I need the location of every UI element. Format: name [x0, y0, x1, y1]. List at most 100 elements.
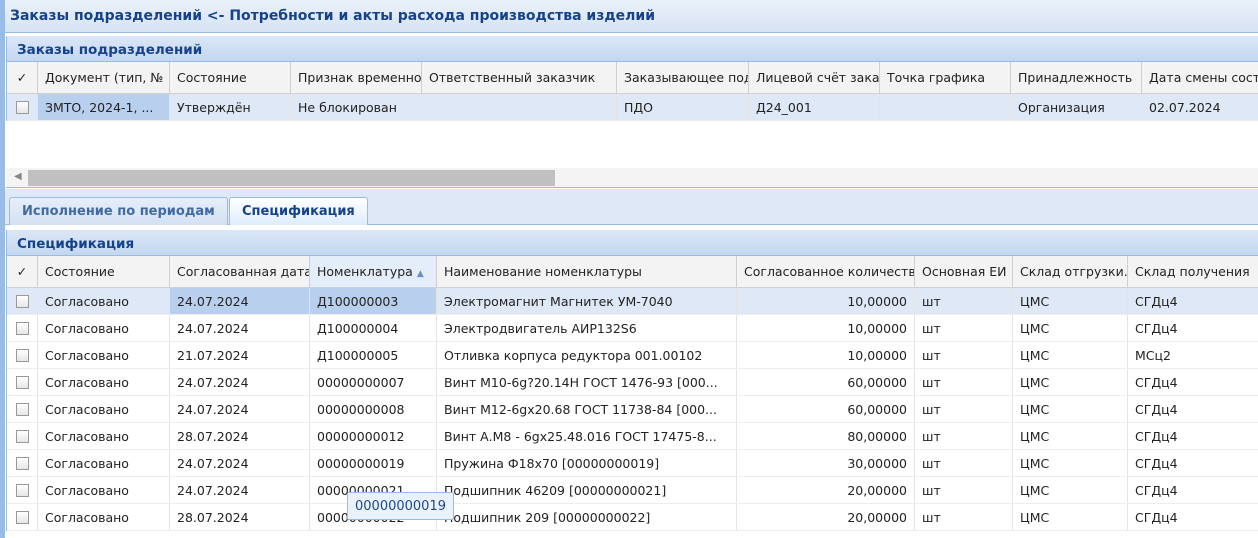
table-cell[interactable]: шт: [915, 288, 1013, 314]
table-cell[interactable]: 20,00000: [737, 477, 915, 503]
column-header[interactable]: Состояние: [38, 256, 170, 287]
column-header[interactable]: Точка графика: [880, 62, 1011, 93]
table-cell[interactable]: шт: [915, 450, 1013, 476]
table-cell[interactable]: СГДц4: [1128, 396, 1258, 422]
table-cell[interactable]: Согласовано: [38, 477, 170, 503]
row-checkbox[interactable]: [7, 504, 38, 530]
column-header[interactable]: Склад отгрузки.: [1013, 256, 1128, 287]
table-cell[interactable]: 20,00000: [737, 504, 915, 530]
column-header[interactable]: Признак временно: [291, 62, 422, 93]
table-cell[interactable]: Согласовано: [38, 315, 170, 341]
table-cell[interactable]: СГДц4: [1128, 477, 1258, 503]
column-header[interactable]: Лицевой счёт зака: [749, 62, 880, 93]
table-cell[interactable]: 24.07.2024: [170, 315, 310, 341]
column-header[interactable]: Дата смены сост: [1142, 62, 1258, 93]
table-cell[interactable]: шт: [915, 477, 1013, 503]
table-cell[interactable]: ЦМС: [1013, 396, 1128, 422]
table-cell[interactable]: ЦМС: [1013, 369, 1128, 395]
table-cell[interactable]: Согласовано: [38, 450, 170, 476]
table-cell[interactable]: 24.07.2024: [170, 450, 310, 476]
column-header[interactable]: Заказывающее под: [617, 62, 749, 93]
table-cell[interactable]: шт: [915, 369, 1013, 395]
table-cell[interactable]: ПДО: [617, 94, 749, 120]
table-row[interactable]: Согласовано 21.07.2024 Д100000005 Отливка к…: [7, 342, 1258, 369]
column-header[interactable]: Согласованная дата: [170, 256, 310, 287]
table-cell[interactable]: 24.07.2024: [170, 396, 310, 422]
table-cell[interactable]: шт: [915, 396, 1013, 422]
column-header[interactable]: Склад получения: [1128, 256, 1258, 287]
table-cell[interactable]: ЦМС: [1013, 288, 1128, 314]
table-row[interactable]: Согласовано28.07.202400000000022Подшипни…: [7, 504, 1258, 531]
row-checkbox[interactable]: [7, 315, 38, 341]
table-cell[interactable]: Согласовано: [38, 504, 170, 530]
table-row[interactable]: Согласовано 28.07.2024 00000000012 Винт А.М…: [7, 423, 1258, 450]
table-cell[interactable]: СГДц4: [1128, 450, 1258, 476]
row-checkbox[interactable]: [7, 396, 38, 422]
column-header[interactable]: Документ (тип, №: [38, 62, 170, 93]
table-cell[interactable]: Согласовано: [38, 288, 170, 314]
table-cell[interactable]: Винт М12-6gх20.68 ГОСТ 11738-84 [000...: [437, 396, 737, 422]
table-cell[interactable]: СГДц4: [1128, 504, 1258, 530]
row-checkbox[interactable]: [7, 342, 38, 368]
table-cell[interactable]: ЦМС: [1013, 477, 1128, 503]
table-cell[interactable]: 10,00000: [737, 288, 915, 314]
table-cell[interactable]: 28.07.2024: [170, 504, 310, 530]
row-checkbox[interactable]: [7, 369, 38, 395]
select-all-checkbox[interactable]: ✓: [7, 256, 38, 287]
table-cell[interactable]: 10,00000: [737, 342, 915, 368]
table-cell[interactable]: 24.07.2024: [170, 477, 310, 503]
table-cell[interactable]: 00000000007: [310, 369, 437, 395]
table-cell[interactable]: Согласовано: [38, 423, 170, 449]
column-header[interactable]: Наименование номенклатуры: [437, 256, 737, 287]
table-cell[interactable]: Электромагнит Магнитек УМ-7040: [437, 288, 737, 314]
table-cell[interactable]: 21.07.2024: [170, 342, 310, 368]
table-cell[interactable]: Согласовано: [38, 369, 170, 395]
row-checkbox[interactable]: [7, 288, 38, 314]
row-checkbox[interactable]: [7, 94, 38, 120]
table-cell[interactable]: СГДц4: [1128, 315, 1258, 341]
table-cell[interactable]: шт: [915, 315, 1013, 341]
table-cell[interactable]: Согласовано: [38, 396, 170, 422]
table-cell[interactable]: СГДц4: [1128, 423, 1258, 449]
column-header[interactable]: Состояние: [170, 62, 291, 93]
table-cell[interactable]: СГДц4: [1128, 369, 1258, 395]
table-cell[interactable]: шт: [915, 423, 1013, 449]
table-cell[interactable]: 24.07.2024: [170, 369, 310, 395]
table-row[interactable]: Согласовано 24.07.2024 00000000007 Винт М10…: [7, 369, 1258, 396]
table-cell[interactable]: Д24_001: [749, 94, 880, 120]
table-cell[interactable]: 60,00000: [737, 369, 915, 395]
select-all-checkbox[interactable]: ✓: [7, 62, 38, 93]
table-cell[interactable]: Утверждён: [170, 94, 291, 120]
column-header[interactable]: Номенклатура ▲: [310, 256, 437, 287]
table-cell[interactable]: ЦМС: [1013, 423, 1128, 449]
tab-specification[interactable]: Спецификация: [229, 197, 368, 225]
column-header[interactable]: Согласованное количеств: [737, 256, 915, 287]
table-cell[interactable]: [422, 94, 617, 120]
table-cell[interactable]: Винт М10-6g?20.14Н ГОСТ 1476-93 [000...: [437, 369, 737, 395]
table-cell[interactable]: 80,00000: [737, 423, 915, 449]
table-row[interactable]: Согласовано 24.07.2024 00000000008 Винт М12…: [7, 396, 1258, 423]
table-row[interactable]: ЗМТО, 2024-1, ... Утверждён Не блокирован П…: [7, 94, 1258, 121]
table-cell[interactable]: ЗМТО, 2024-1, ...: [38, 94, 170, 120]
table-cell[interactable]: 00000000012: [310, 423, 437, 449]
table-cell[interactable]: 02.07.2024: [1142, 94, 1258, 120]
column-header[interactable]: Основная ЕИ: [915, 256, 1013, 287]
table-row[interactable]: Согласовано 24.07.2024 Д100000003 Электрома…: [7, 288, 1258, 315]
table-cell[interactable]: Не блокирован: [291, 94, 422, 120]
table-cell[interactable]: Д100000003: [310, 288, 437, 314]
table-row[interactable]: Согласовано 24.07.2024 Д100000004 Электродв…: [7, 315, 1258, 342]
table-cell[interactable]: шт: [915, 504, 1013, 530]
table-cell[interactable]: 00000000008: [310, 396, 437, 422]
horizontal-scrollbar[interactable]: ◀: [6, 168, 1258, 188]
table-row[interactable]: Согласовано 24.07.2024 00000000019 Пружина …: [7, 450, 1258, 477]
row-checkbox[interactable]: [7, 450, 38, 476]
table-cell[interactable]: Подшипник 209 [00000000022]: [437, 504, 737, 530]
table-cell[interactable]: Организация: [1011, 94, 1142, 120]
table-cell[interactable]: 28.07.2024: [170, 423, 310, 449]
table-cell[interactable]: ЦМС: [1013, 504, 1128, 530]
table-cell[interactable]: 30,00000: [737, 450, 915, 476]
table-cell[interactable]: 00000000019: [310, 450, 437, 476]
table-cell[interactable]: СГДц4: [1128, 288, 1258, 314]
table-cell[interactable]: Электродвигатель АИР132S6: [437, 315, 737, 341]
tab-execution-by-periods[interactable]: Исполнение по периодам: [9, 197, 228, 225]
